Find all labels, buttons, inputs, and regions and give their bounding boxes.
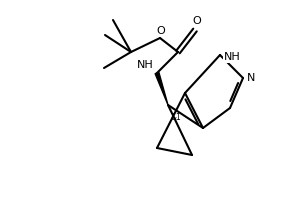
Text: O: O: [193, 16, 201, 26]
Polygon shape: [155, 72, 168, 105]
Text: O: O: [157, 26, 165, 36]
Text: &1: &1: [170, 113, 181, 122]
Text: NH: NH: [224, 52, 241, 62]
Text: N: N: [247, 73, 255, 83]
Text: NH: NH: [137, 60, 154, 70]
